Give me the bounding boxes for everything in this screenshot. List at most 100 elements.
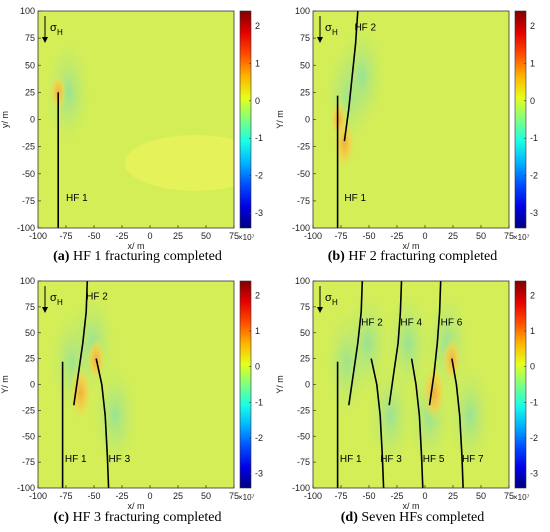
colorbar: [514, 10, 527, 229]
sigma-arrow-head: [42, 307, 48, 313]
fracture-label: HF 2: [361, 318, 383, 329]
y-tick-label: 0: [30, 115, 35, 125]
y-axis-label: Y/ m: [275, 110, 285, 129]
chart-a: HF 1 σ H -100 -75 -50 -25 0 25 50 75 x/ m 100 75 50 25 0…: [0, 6, 263, 251]
sigma-subscript: H: [57, 298, 63, 307]
x-tick-label: -100: [29, 231, 47, 241]
stress-hotspot: [329, 99, 348, 140]
caption-letter-d: (d): [340, 510, 358, 525]
y-tick-label: 75: [25, 33, 35, 43]
y-tick-label: 75: [300, 33, 310, 43]
fracture-3: [370, 358, 385, 488]
light-zone: [124, 134, 234, 191]
sigma-label: σ: [50, 22, 57, 34]
x-tick-label: 0: [147, 491, 152, 501]
x-axis-label: x/ m: [128, 501, 145, 511]
fracture-6: [428, 281, 442, 406]
stress-hotspot: [69, 364, 92, 421]
x-axis-label: x/ m: [128, 241, 145, 251]
x-tick-label: -25: [115, 491, 128, 501]
x-tick-label: -50: [87, 491, 100, 501]
caption-d: (d) Seven HFs completed: [275, 510, 550, 526]
y-tick-label: -75: [22, 196, 35, 206]
colorbar-tick-label: -1: [255, 397, 263, 407]
colorbar-exponent: ×10⁷: [513, 493, 530, 502]
y-tick-label: -75: [297, 457, 310, 467]
colorbar-tick-label: 1: [255, 326, 260, 336]
y-tick-label: -50: [22, 169, 35, 179]
y-tick-label: 0: [305, 115, 310, 125]
fracture-label: HF 7: [462, 454, 484, 465]
fracture-label: HF 6: [441, 318, 463, 329]
colorbar: [514, 280, 527, 489]
colorbar-tick-label: 0: [255, 96, 260, 106]
y-tick-label: -25: [297, 405, 310, 415]
panel-a: HF 1 σ H -100 -75 -50 -25 0 25 50 75 x/ m 100 75 50 25 0…: [0, 0, 275, 266]
caption-a: (a) HF 1 fracturing completed: [0, 249, 275, 265]
stress-field: [313, 11, 509, 228]
sigma-label: σ: [50, 292, 57, 304]
x-tick-label: -100: [304, 491, 322, 501]
colorbar-tick-label: 2: [255, 290, 260, 300]
y-axis-label: y/ m: [0, 111, 10, 128]
chart-b: HF 1HF 2σ H-100 -75 -50 -25 0 25 50 75x/ m100755…: [275, 6, 538, 251]
sigma-subscript: H: [332, 298, 338, 307]
caption-letter-b: (b): [327, 249, 345, 264]
x-tick-label: -75: [59, 231, 72, 241]
x-tick-label: -75: [334, 231, 347, 241]
stress-field: [313, 281, 509, 488]
x-tick-label: -75: [334, 491, 347, 501]
stress-hotspot: [49, 73, 67, 111]
sigma-subscript: H: [57, 28, 63, 37]
sigma-arrow-head: [317, 37, 323, 43]
chart-c: HF 1HF 2HF 3σ H-100 -75 -50 -25 0 25 50 75x/ m10…: [0, 276, 263, 511]
y-tick-label: 25: [300, 354, 310, 364]
y-tick-label: -50: [297, 169, 310, 179]
fracture-2: [343, 11, 359, 142]
fracture-label: HF 5: [423, 454, 445, 465]
stress-hotspot: [422, 363, 446, 423]
panel-c: HF 1 HF 2 HF 3 σ H -100 -75 -50 -25 0 25 50 75 x/ m 10…: [0, 266, 275, 532]
y-tick-label: 25: [300, 87, 310, 97]
fracture-5: [410, 358, 424, 488]
y-tick-label: 100: [20, 276, 35, 286]
caption-b: (b) HF 2 fracturing completed: [275, 249, 550, 265]
x-tick-label: 75: [229, 491, 239, 501]
y-tick-label: 25: [25, 87, 35, 97]
y-tick-label: 100: [20, 6, 35, 16]
y-tick-label: 0: [30, 380, 35, 390]
colorbar-tick-label: 0: [530, 96, 535, 106]
colorbar-tick-label: -3: [255, 208, 263, 218]
fracture-label: HF 1: [344, 193, 366, 204]
caption-text-d: Seven HFs completed: [357, 510, 485, 525]
colorbar-tick-label: 1: [530, 58, 535, 68]
x-tick-label: 75: [229, 231, 239, 241]
y-tick-label: -100: [17, 483, 35, 493]
caption-text-b: HF 2 fracturing completed: [344, 249, 498, 264]
fracture-2: [348, 281, 364, 406]
colorbar-exponent: ×10⁷: [513, 233, 530, 242]
x-tick-label: 75: [504, 231, 514, 241]
fracture-label: HF 1: [340, 454, 362, 465]
y-tick-label: -75: [297, 196, 310, 206]
colorbar-tick-label: -3: [255, 469, 263, 479]
sigma-label: σ: [325, 22, 332, 34]
y-tick-label: 50: [25, 60, 35, 70]
x-tick-label: -25: [115, 231, 128, 241]
colorbar-tick-label: 2: [530, 21, 535, 31]
fracture-label: HF 1: [65, 454, 87, 465]
x-tick-label: 0: [422, 231, 427, 241]
cool-zone: [42, 32, 95, 153]
colorbar: [239, 280, 252, 489]
sigma-arrow-head: [42, 37, 48, 43]
y-tick-label: -25: [297, 142, 310, 152]
x-axis-label: x/ m: [403, 501, 420, 511]
y-tick-label: 50: [300, 60, 310, 70]
panel-d: HF 1 HF 2 HF 3 HF 4 HF 5 HF 6 HF 7 σ H -100 -75 -50…: [275, 266, 550, 532]
y-tick-label: -100: [292, 483, 310, 493]
x-tick-label: 0: [422, 491, 427, 501]
colorbar-tick-label: 2: [255, 21, 260, 31]
fracture-label: HF 3: [380, 454, 402, 465]
fracture-label: HF 2: [354, 23, 376, 34]
colorbar-tick-label: 2: [530, 290, 535, 300]
